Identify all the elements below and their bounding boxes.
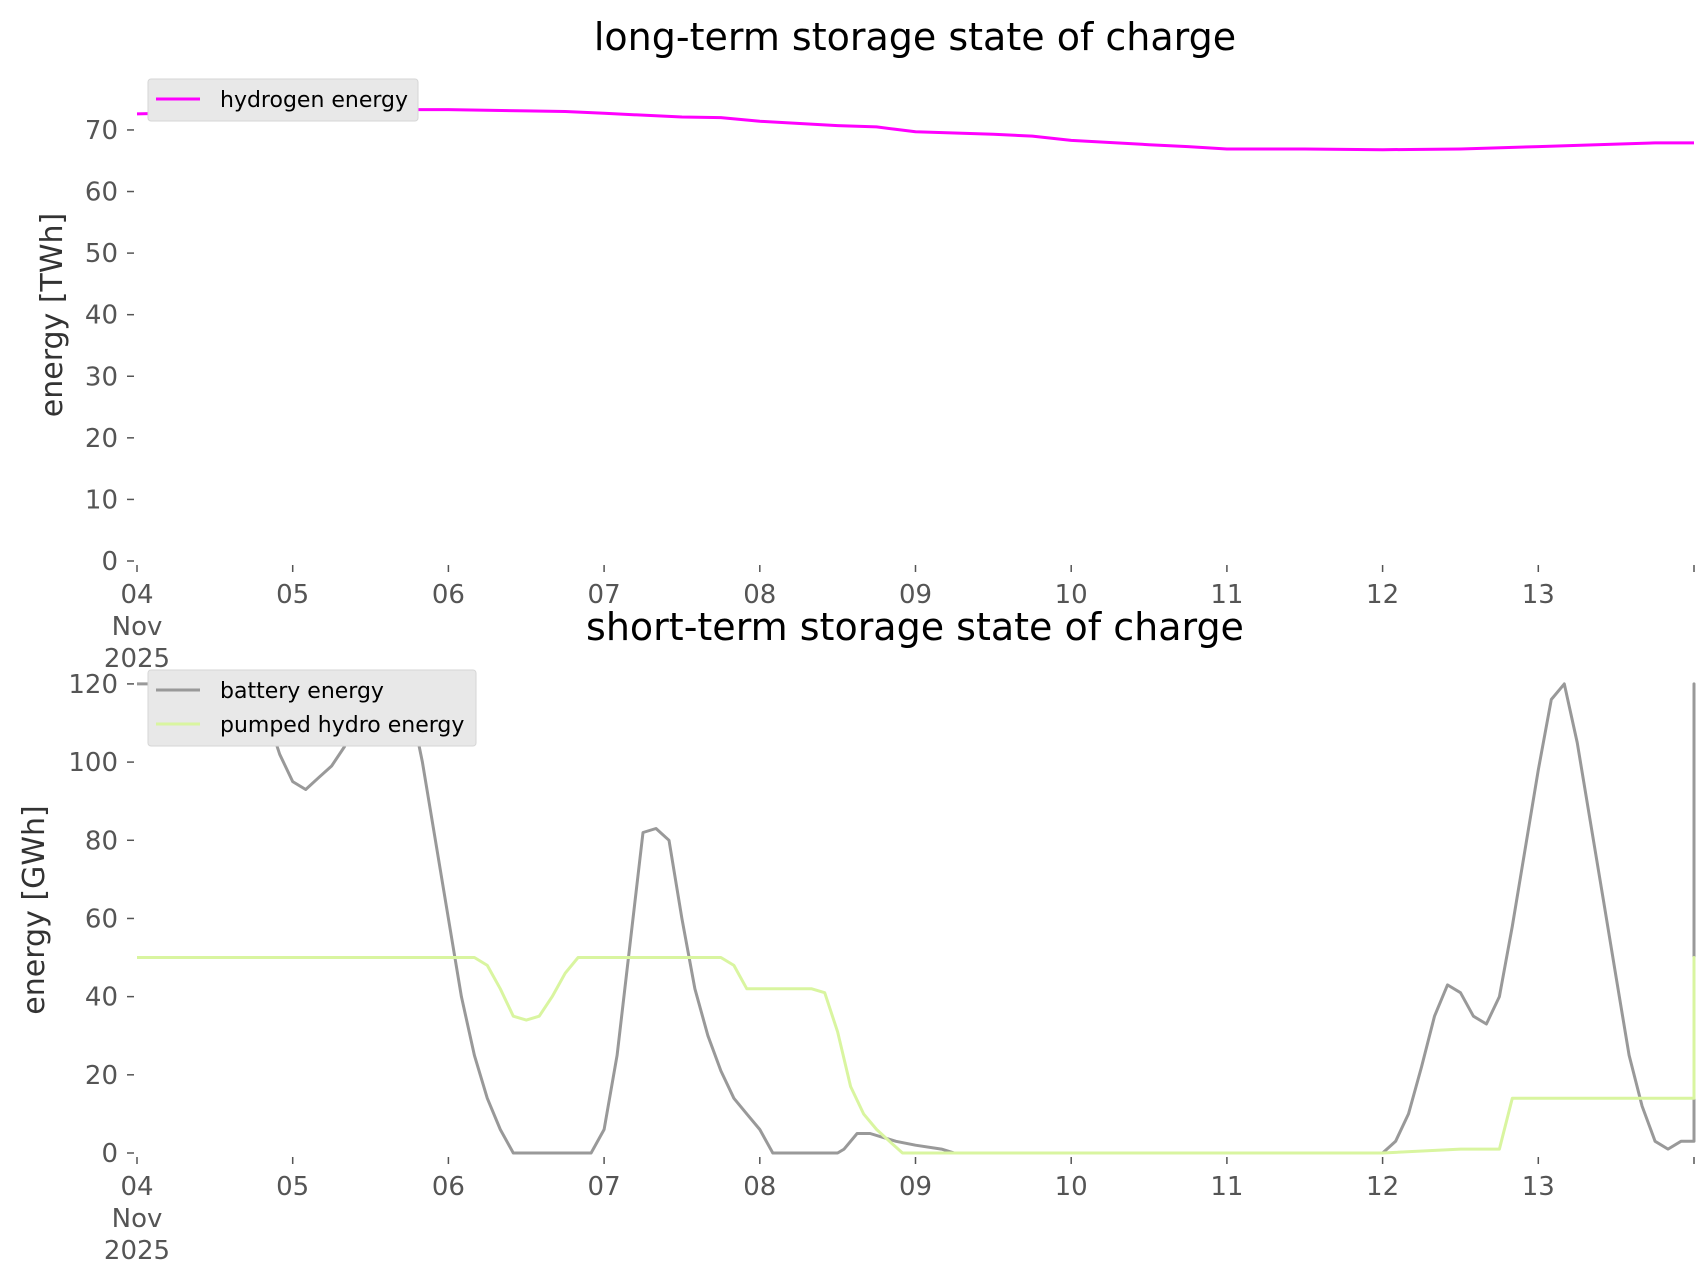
panel-long-term: long-term storage state of charge energy…: [35, 15, 1695, 674]
y-tick-label: 80: [85, 826, 118, 856]
legend-label: pumped hydro energy: [220, 713, 464, 738]
x-tick-label: 11: [1210, 580, 1243, 610]
legend: hydrogen energy: [147, 78, 419, 122]
x-tick-label: 05: [276, 580, 309, 610]
x-tick-label: 07: [588, 1172, 621, 1202]
series-lines: [136, 108, 1694, 152]
y-tick-label: 100: [68, 748, 118, 778]
y-tick-label: 40: [85, 301, 118, 331]
x-tick-label: 12: [1366, 1172, 1399, 1202]
chart-title: long-term storage state of charge: [594, 15, 1236, 59]
series-line-battery-energy: [137, 682, 1696, 1155]
x-tick-label: 2025: [104, 1236, 170, 1266]
x-tick-label: Nov: [112, 1204, 163, 1234]
y-tick-label: 120: [68, 670, 118, 700]
y-axis-label: energy [GWh]: [17, 805, 52, 1014]
y-axis-label: energy [TWh]: [35, 213, 70, 417]
series-lines: [137, 682, 1696, 1155]
series-line-hydrogen-energy: [136, 108, 1694, 152]
y-tick-label: 20: [85, 424, 118, 454]
y-tick-label: 10: [85, 485, 118, 515]
x-tick-label: 04: [120, 1172, 153, 1202]
series-line-pumped-hydro-energy: [137, 956, 1696, 1155]
y-tick-label: 60: [85, 178, 118, 208]
y-tick-label: 60: [85, 904, 118, 934]
y-tick-label: 40: [85, 983, 118, 1013]
legend-box: [147, 78, 419, 122]
x-tick-label: 12: [1366, 580, 1399, 610]
y-tick-label: 50: [85, 239, 118, 269]
x-tick-label: 09: [899, 580, 932, 610]
legend-box: [147, 669, 477, 747]
x-tick-label: 06: [432, 580, 465, 610]
x-tick-label: 09: [899, 1172, 932, 1202]
legend-label: battery energy: [220, 679, 384, 704]
x-tick-label: 05: [276, 1172, 309, 1202]
chart-title: short-term storage state of charge: [586, 605, 1244, 649]
x-tick-label: 11: [1210, 1172, 1243, 1202]
x-tick-label: 06: [432, 1172, 465, 1202]
legend: battery energy pumped hydro energy: [147, 669, 477, 747]
x-tick-label: 13: [1522, 580, 1555, 610]
y-tick-label: 70: [85, 116, 118, 146]
y-tick-label: 0: [101, 547, 118, 577]
panel-short-term: short-term storage state of charge energ…: [17, 605, 1696, 1266]
y-tick-label: 30: [85, 362, 118, 392]
y-tick-label: 0: [101, 1139, 118, 1169]
x-tick-label: 13: [1522, 1172, 1555, 1202]
x-tick-label: 07: [588, 580, 621, 610]
x-tick-label: 08: [743, 1172, 776, 1202]
x-tick-label: 10: [1055, 1172, 1088, 1202]
x-tick-label: 2025: [104, 644, 170, 674]
y-tick-label: 20: [85, 1061, 118, 1091]
x-tick-label: 04: [120, 580, 153, 610]
x-tick-label: 10: [1055, 580, 1088, 610]
legend-label: hydrogen energy: [220, 88, 408, 113]
x-tick-label: 08: [743, 580, 776, 610]
x-tick-label: Nov: [112, 612, 163, 642]
